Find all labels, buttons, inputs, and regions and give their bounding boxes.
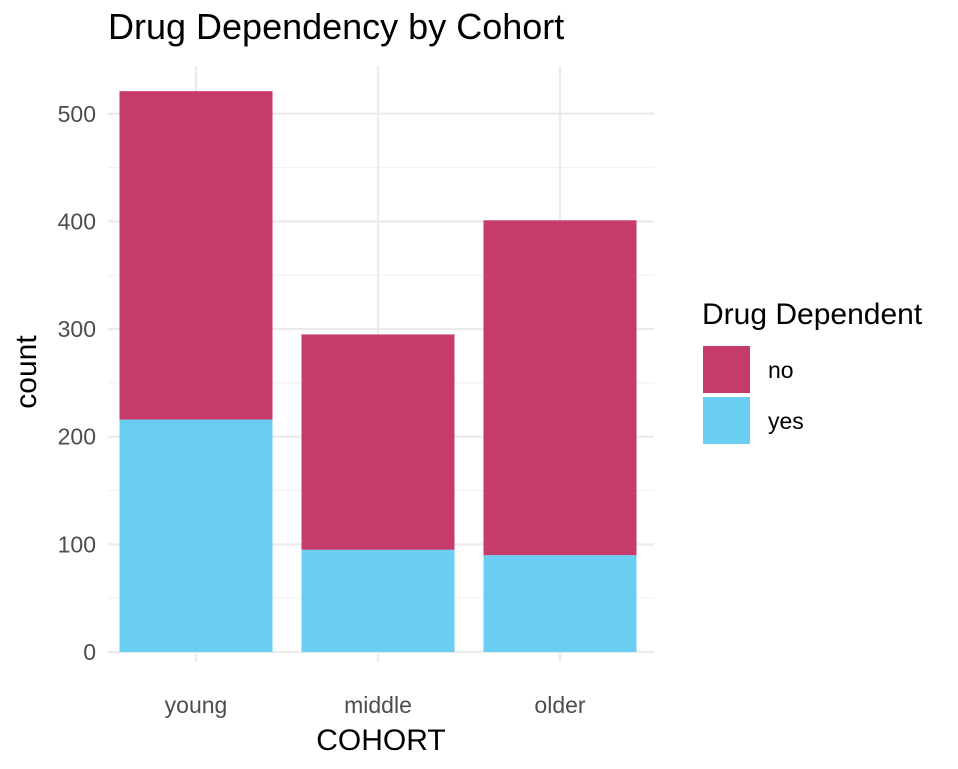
legend-label-no: no — [768, 357, 794, 383]
y-axis-title: count — [10, 335, 43, 409]
y-tick-label: 400 — [58, 208, 96, 234]
bars — [119, 91, 637, 652]
y-tick-label: 100 — [58, 531, 96, 557]
legend-key-yes — [703, 397, 750, 444]
legend-label-yes: yes — [768, 408, 804, 434]
legend-title: Drug Dependent — [702, 298, 923, 331]
x-axis-title: COHORT — [316, 724, 445, 757]
bar-older-no — [483, 220, 637, 556]
x-tick-label: older — [534, 692, 585, 718]
bar-young-yes — [119, 419, 273, 652]
bar-middle-no — [301, 334, 455, 550]
x-tick-label: middle — [344, 692, 412, 718]
y-tick-label: 200 — [58, 424, 96, 450]
legend: Drug Dependent no yes — [702, 298, 923, 444]
y-tick-label: 0 — [83, 639, 96, 665]
bar-middle-yes — [301, 549, 455, 652]
bar-young-no — [119, 91, 273, 420]
chart-title: Drug Dependency by Cohort — [108, 6, 564, 47]
x-axis-ticks: young middle older — [165, 692, 586, 718]
y-tick-label: 500 — [58, 101, 96, 127]
y-axis-ticks: 0 100 200 300 400 500 — [58, 101, 96, 665]
bar-older-yes — [483, 555, 637, 652]
y-tick-label: 300 — [58, 316, 96, 342]
legend-key-no — [703, 346, 750, 393]
x-tick-label: young — [165, 692, 228, 718]
